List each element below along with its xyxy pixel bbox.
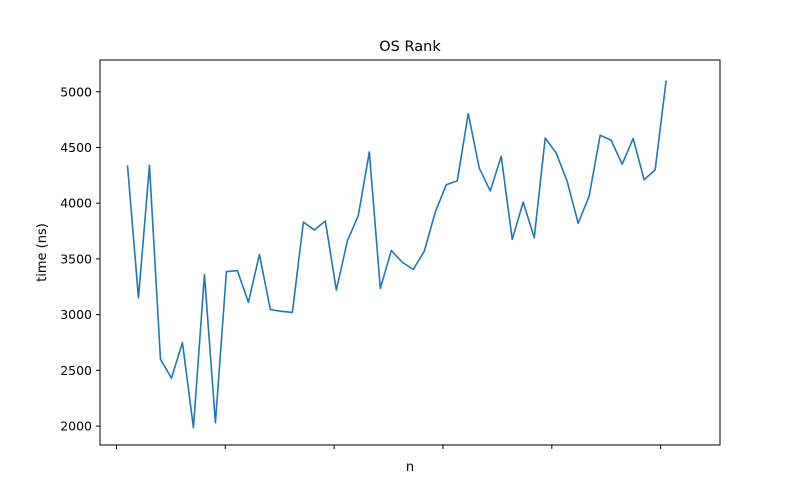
y-axis-label: time (ns) (35, 223, 50, 282)
y-tick-label: 3000 (60, 307, 92, 322)
plot-frame (99, 59, 721, 446)
y-tick-label: 2500 (60, 363, 92, 378)
y-tick-label: 4500 (60, 140, 92, 155)
series-layer (126, 80, 667, 429)
x-axis-label: n (406, 460, 414, 475)
series-line (126, 80, 667, 429)
x-axis-ticks (115, 445, 662, 449)
y-tick-label: 5000 (60, 84, 92, 99)
y-axis-ticks: 2000 2500 3000 3500 4000 4500 5000 (60, 84, 100, 434)
chart-title: OS Rank (379, 39, 441, 55)
y-tick-label: 2000 (60, 419, 92, 434)
y-tick-label: 3500 (60, 251, 92, 266)
y-tick-label: 4000 (60, 196, 92, 211)
